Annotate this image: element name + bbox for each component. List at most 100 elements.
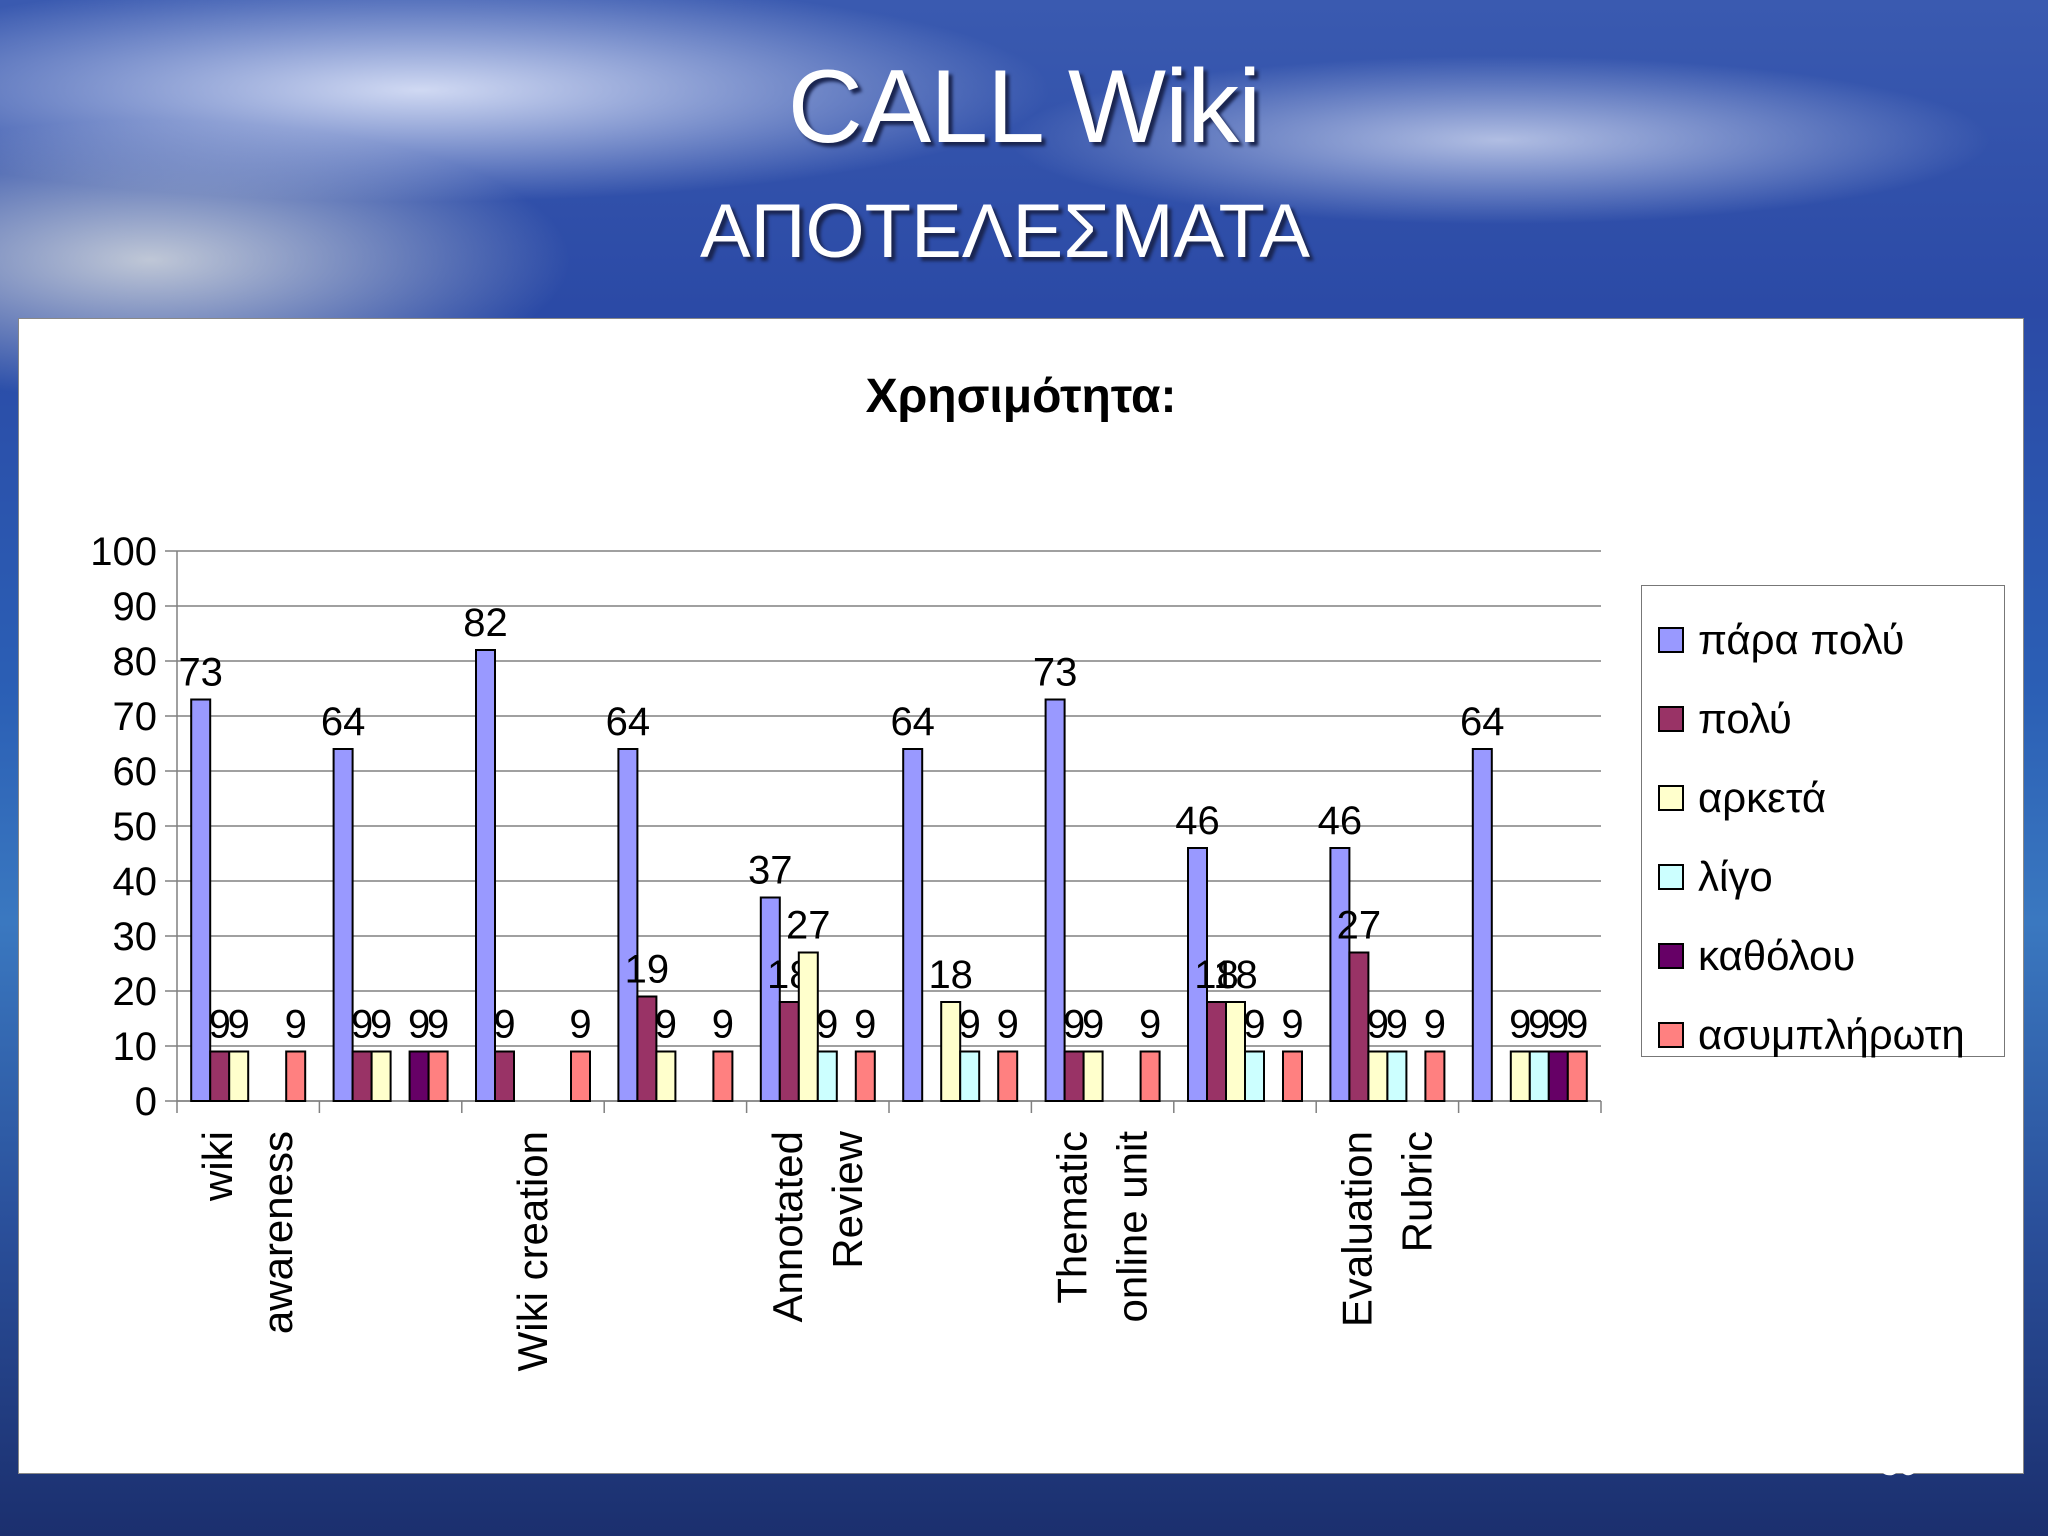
legend-swatch [1658,943,1684,969]
bar [1348,951,1370,1102]
legend-item: αρκετά [1658,768,1826,828]
bar [1566,1050,1588,1102]
data-label: 18 [928,953,973,997]
y-tick-label: 20 [113,970,158,1014]
chart-legend: πάρα πολύ πολύ αρκετά λίγο καθόλου ασυμπλήρωτ… [1641,585,2005,1058]
data-label: 46 [1175,799,1220,843]
data-label: 19 [625,948,670,992]
y-tick-label: 80 [113,640,158,684]
bar [475,649,496,1102]
data-label: 9 [370,1003,392,1047]
legend-item: καθόλου [1658,926,1855,986]
data-label: 9 [712,1003,734,1047]
bar [1082,1050,1104,1102]
y-tick-label: 70 [113,695,158,739]
bar [854,1050,876,1102]
data-label: 9 [959,1003,981,1047]
bar [1528,1050,1550,1102]
data-label: 9 [1547,1003,1569,1047]
bar [494,1050,515,1102]
data-label: 9 [854,1003,876,1047]
bar [1424,1050,1446,1102]
legend-item: λίγο [1658,847,1773,907]
data-label: 73 [178,651,223,695]
bar [997,1050,1019,1102]
bar [190,698,212,1102]
bar [712,1050,734,1102]
bar [351,1050,373,1102]
bar [570,1050,591,1102]
legend-label: πάρα πολύ [1698,616,1905,663]
bar [1187,847,1208,1102]
data-label: 9 [1281,1003,1303,1047]
bar [285,1050,307,1102]
data-label: 64 [321,700,366,744]
category-label: Thematic [1049,1131,1096,1304]
bar [427,1050,449,1102]
slide-title: CALL Wiki [787,49,1262,165]
data-label: 18 [1213,953,1258,997]
data-label: 37 [748,849,793,893]
bar [1225,1001,1246,1102]
bar [1044,698,1066,1102]
legend-swatch [1658,785,1684,811]
bar [778,1001,800,1102]
data-label: 9 [1424,1003,1446,1047]
data-label: 9 [351,1003,373,1047]
data-label: 9 [655,1003,677,1047]
data-label: 9 [408,1003,430,1047]
data-label: 64 [606,700,651,744]
page-number: 30 [1880,1445,1918,1483]
data-label: 82 [463,601,508,645]
data-label: 18 [1194,953,1239,997]
legend-label: λίγο [1698,853,1773,900]
y-tick-label: 30 [113,915,158,959]
data-label: 9 [997,1003,1019,1047]
data-label: 64 [890,700,935,744]
bar [940,1001,962,1102]
bar [1063,1050,1085,1102]
bar [655,1050,677,1102]
data-label: 9 [1243,1003,1265,1047]
bar [1282,1050,1303,1102]
data-label: 73 [1033,651,1078,695]
data-label: 9 [285,1003,307,1047]
category-label: wiki [194,1131,241,1202]
y-tick-label: 60 [113,750,158,794]
data-label: 9 [569,1003,591,1047]
bar [959,1050,981,1102]
category-label: Wiki creation [509,1131,556,1371]
bar [636,995,658,1102]
data-label: 9 [1063,1003,1085,1047]
legend-item: πολύ [1658,689,1792,749]
legend-item: ασυμπλήρωτη [1658,1005,1965,1065]
data-label: 9 [816,1003,838,1047]
category-label: Evaluation [1333,1131,1380,1327]
y-tick-label: 0 [135,1080,157,1124]
bar [759,896,781,1102]
bar [1206,1001,1227,1102]
legend-item: πάρα πολύ [1658,610,1904,670]
data-label: 64 [1460,700,1505,744]
chart-panel: Χρησιμότητα: 0 10 20 30 40 50 60 70 80 90 100 73 9 9 9… [18,318,2024,1474]
bar [332,748,354,1102]
bar [816,1050,838,1102]
bar [902,748,924,1102]
bar [1386,1050,1408,1102]
slide-subtitle: ΑΠΟΤΕΛΕΣΜΑΤΑ [699,189,1311,274]
data-label: 46 [1318,799,1363,843]
bar [1471,748,1493,1102]
data-label: 9 [493,1003,515,1047]
bar [1509,1050,1531,1102]
bar [408,1050,430,1102]
data-label: 9 [1528,1003,1550,1047]
bar [228,1050,250,1102]
y-tick-label: 100 [90,530,157,574]
data-label: 9 [1386,1003,1408,1047]
data-label: 9 [228,1003,250,1047]
category-label: awareness [254,1131,301,1334]
legend-label: ασυμπλήρωτη [1698,1011,1965,1058]
bar [797,951,819,1102]
bar [617,748,639,1102]
legend-swatch [1658,627,1684,653]
